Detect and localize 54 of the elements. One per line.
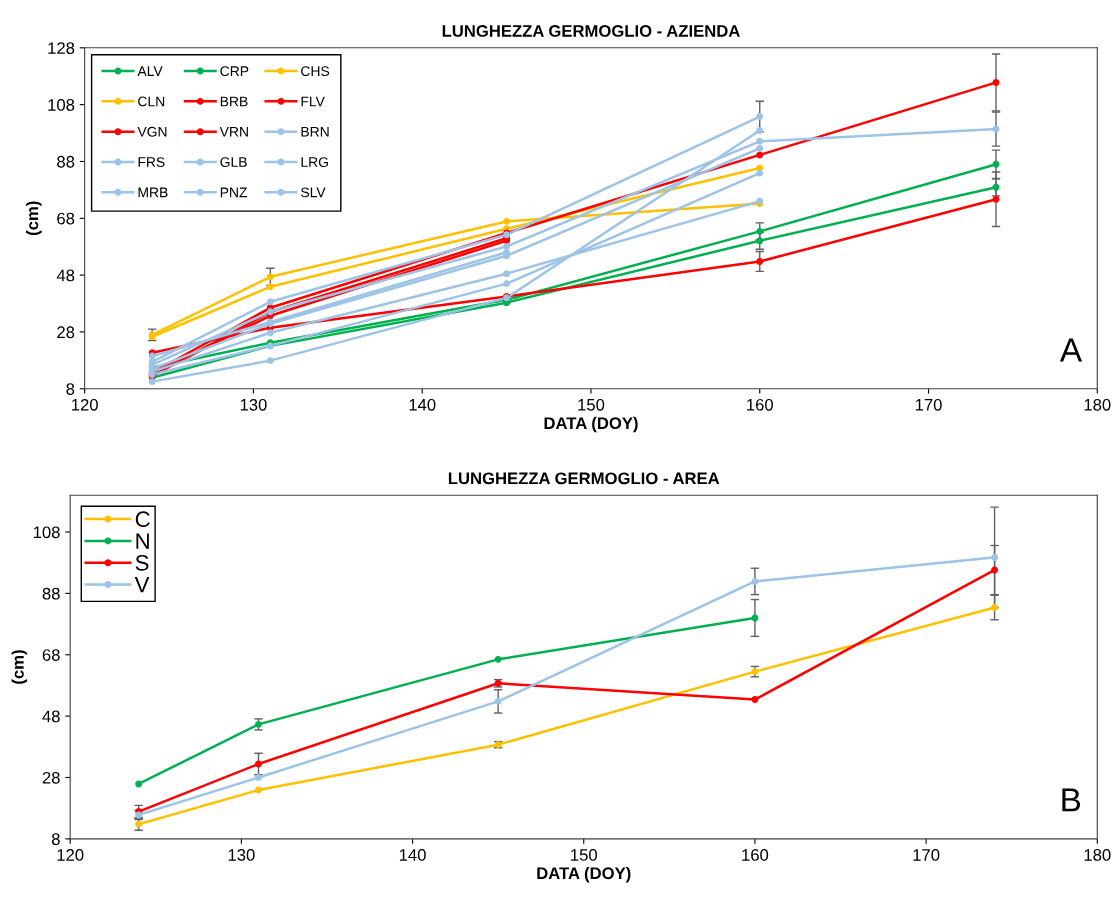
x-tick-label: 170 bbox=[913, 849, 940, 861]
x-tick-label: 140 bbox=[409, 398, 436, 411]
x-tick-label: 140 bbox=[399, 849, 426, 861]
x-tick-label: 130 bbox=[240, 398, 267, 411]
x-axis-title: DATA (DOY) bbox=[537, 866, 631, 883]
y-tick-label: 108 bbox=[48, 99, 75, 111]
x-tick-label: 120 bbox=[57, 849, 84, 861]
x-tick-label: 160 bbox=[747, 398, 773, 411]
y-tick-label: 8 bbox=[66, 383, 75, 395]
legend-label: FLV bbox=[301, 96, 325, 107]
legend-label: CLN bbox=[138, 96, 165, 107]
x-tick-label: 170 bbox=[915, 398, 942, 411]
chart-title: LUNGHEZZA GERMOGLIO - AZIENDA bbox=[442, 25, 740, 37]
legend-label: V bbox=[134, 577, 150, 593]
legend-label: S bbox=[135, 554, 149, 571]
x-tick-label: 160 bbox=[742, 849, 769, 861]
legend-label: CHS bbox=[301, 66, 330, 77]
legend-label: PNZ bbox=[220, 187, 248, 198]
y-tick-label: 128 bbox=[48, 42, 75, 55]
legend-label: BRB bbox=[220, 96, 248, 107]
legend-label: N bbox=[136, 533, 149, 549]
legend-label: C bbox=[135, 511, 150, 528]
legend-label: GLB bbox=[220, 157, 247, 167]
y-tick-label: 48 bbox=[42, 710, 60, 723]
legend-label: ALV bbox=[137, 66, 163, 76]
y-tick-label: 68 bbox=[42, 649, 60, 661]
y-axis-title: (cm) bbox=[26, 201, 42, 236]
annotation: A bbox=[1059, 338, 1083, 362]
y-tick-label: 108 bbox=[33, 526, 60, 539]
y-tick-label: 88 bbox=[57, 155, 75, 168]
x-tick-label: 180 bbox=[1084, 849, 1111, 861]
legend-label: MRB bbox=[138, 187, 168, 198]
legend-label: VRN bbox=[219, 126, 248, 137]
y-tick-label: 28 bbox=[57, 326, 75, 339]
x-tick-label: 150 bbox=[578, 398, 605, 411]
y-tick-label: 48 bbox=[56, 269, 75, 282]
y-tick-label: 88 bbox=[42, 587, 60, 600]
x-tick-label: 150 bbox=[571, 849, 597, 861]
x-axis-title: DATA (DOY) bbox=[544, 416, 638, 433]
chart-title: LUNGHEZZA GERMOGLIO - AREA bbox=[448, 472, 720, 485]
y-tick-label: 68 bbox=[57, 212, 75, 225]
x-tick-label: 120 bbox=[72, 398, 98, 411]
y-tick-label: 28 bbox=[42, 771, 60, 784]
legend-label: CRP bbox=[220, 66, 249, 77]
y-tick-label: 8 bbox=[51, 833, 60, 846]
legend-label: SLV bbox=[301, 187, 326, 198]
x-tick-label: 180 bbox=[1084, 398, 1111, 411]
legend-label: LRG bbox=[301, 157, 328, 167]
legend-label: FRS bbox=[138, 157, 165, 167]
y-axis-title: (cm) bbox=[11, 650, 28, 684]
legend-label: BRN bbox=[301, 126, 329, 137]
annotation: B bbox=[1062, 788, 1081, 812]
legend-label: VGN bbox=[137, 126, 167, 137]
x-tick-label: 130 bbox=[228, 849, 255, 861]
